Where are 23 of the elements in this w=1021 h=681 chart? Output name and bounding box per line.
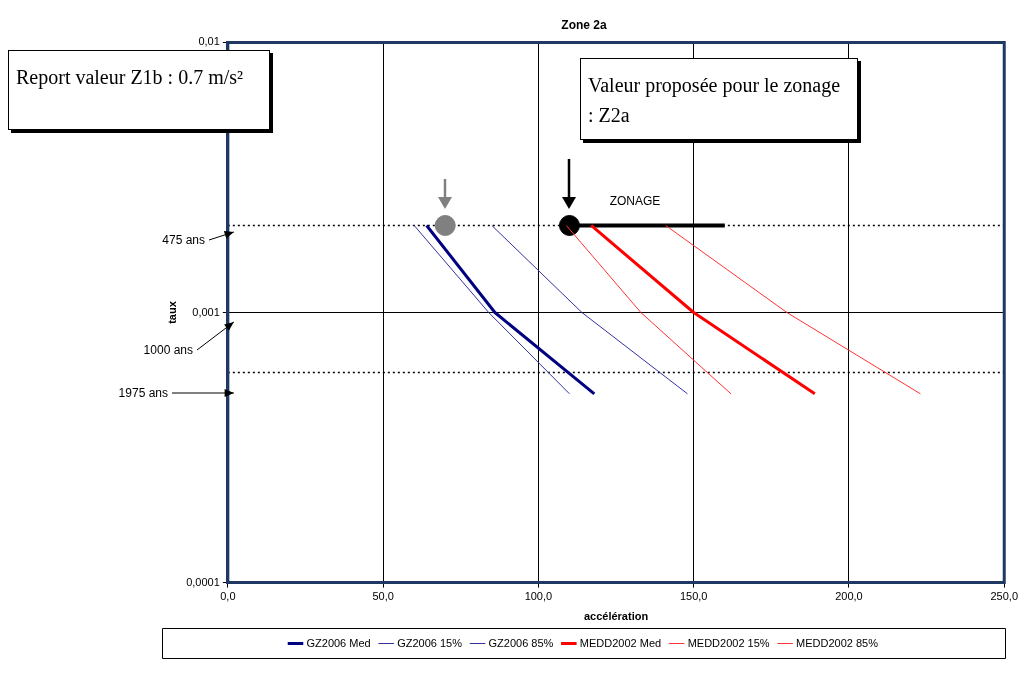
x-tick-label: 150,0 xyxy=(679,590,708,603)
x-tick-label: 0,0 xyxy=(220,590,236,603)
legend-label: MEDD2002 15% xyxy=(687,636,770,649)
legend-label: GZ2006 15% xyxy=(397,636,463,649)
x-tick-label: 50,0 xyxy=(372,590,394,603)
x-axis-title: accélération xyxy=(583,610,649,623)
y-axis-title: taux xyxy=(165,300,178,324)
annotation: Report valeur Z1b : 0.7 m/s² xyxy=(15,65,245,91)
x-tick-label: 100,0 xyxy=(524,590,553,603)
chart-title: Zone 2a xyxy=(561,17,607,32)
text: 1000 ans xyxy=(143,343,193,357)
legend-label: MEDD2002 Med xyxy=(579,636,662,649)
x-tick-label: 200,0 xyxy=(835,590,863,603)
text: 475 ans xyxy=(162,233,205,247)
y-tick-label: 0,0001 xyxy=(186,575,220,588)
y-tick-label: 0,001 xyxy=(192,305,220,318)
legend-label: GZ2006 Med xyxy=(306,636,371,649)
legend-label: MEDD2002 85% xyxy=(796,636,879,649)
x-tick-label: 250,0 xyxy=(990,590,1018,603)
text: 1975 ans xyxy=(118,386,168,400)
annotation: ZONAGE xyxy=(609,194,661,208)
y-tick-label: 0,01 xyxy=(198,35,220,48)
legend-label: GZ2006 85% xyxy=(488,636,554,649)
